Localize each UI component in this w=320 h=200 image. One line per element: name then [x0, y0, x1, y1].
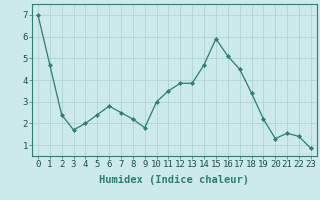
X-axis label: Humidex (Indice chaleur): Humidex (Indice chaleur) [100, 175, 249, 185]
